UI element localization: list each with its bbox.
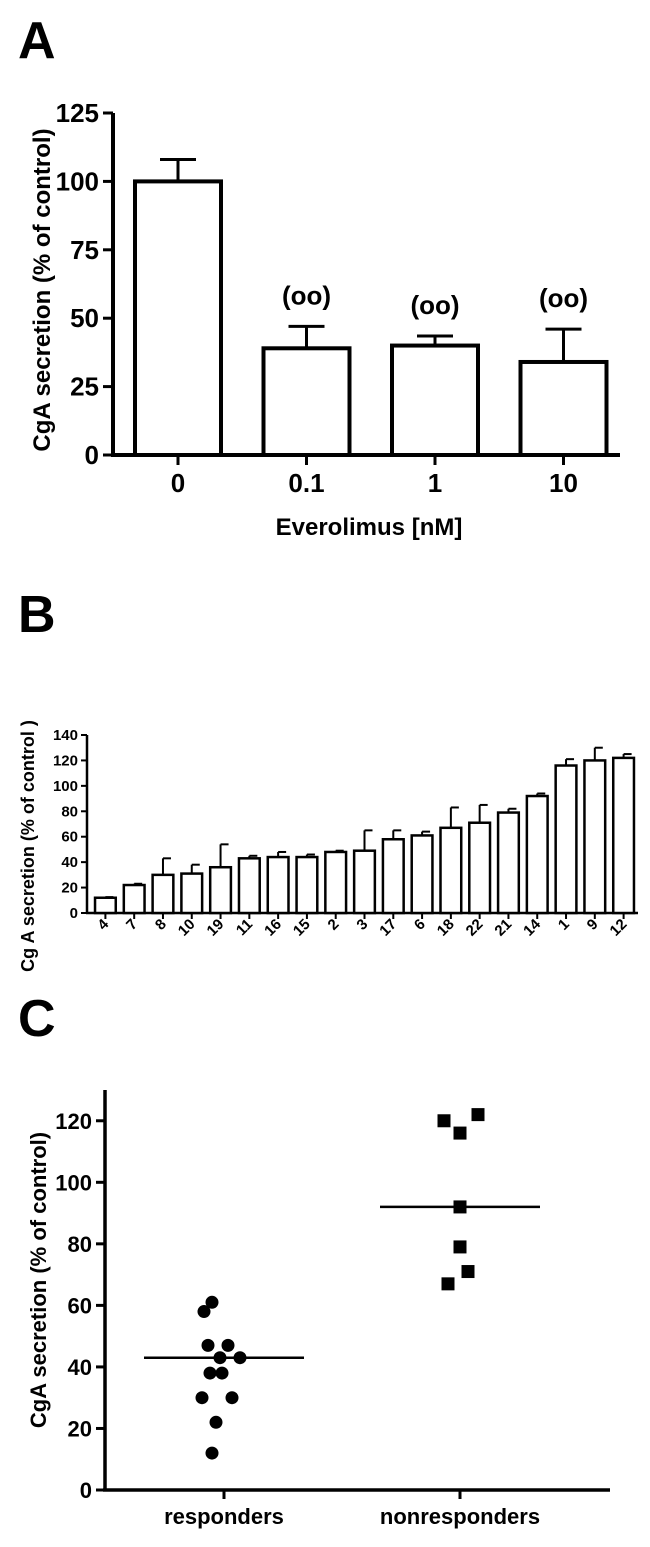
y-tick-label: 80 — [61, 803, 78, 820]
y-tick-label: 0 — [70, 905, 78, 922]
bar — [496, 811, 521, 915]
data-point — [205, 1446, 219, 1460]
panel-c-ylabel: CgA secretion (% of control) — [26, 1132, 51, 1428]
x-tick-label: 18 — [434, 916, 458, 940]
data-point — [453, 1126, 467, 1140]
x-tick-label: 7 — [123, 916, 141, 934]
y-tick-label: 120 — [55, 1109, 92, 1134]
data-point — [215, 1366, 229, 1380]
bar — [261, 346, 352, 457]
bar — [266, 855, 290, 915]
panel-b-letter: B — [18, 586, 56, 644]
y-tick-label: 60 — [68, 1293, 92, 1318]
panel-c-plot: 0 20 40 60 80 100 120 responders nonresponders — [55, 1090, 610, 1529]
data-point — [441, 1277, 455, 1291]
x-tick-label: 12 — [607, 916, 631, 940]
data-point — [471, 1108, 485, 1122]
y-tick-label: 0 — [85, 440, 99, 470]
bar — [583, 759, 607, 915]
x-tick-label: 19 — [204, 916, 228, 940]
bar — [237, 857, 261, 915]
x-tick-label: responders — [164, 1504, 284, 1529]
data-point — [461, 1265, 475, 1279]
x-tick-label: 2 — [325, 916, 343, 934]
data-point — [221, 1338, 235, 1352]
bar — [518, 359, 609, 458]
x-tick-label: 1 — [555, 916, 573, 934]
bar — [390, 343, 480, 457]
y-tick-label: 60 — [61, 829, 78, 846]
data-point — [209, 1415, 223, 1429]
x-tick-label: 10 — [175, 916, 199, 940]
bar — [180, 872, 204, 915]
x-tick-label: 0 — [171, 468, 185, 498]
data-point — [437, 1114, 451, 1128]
x-tick-label: 4 — [94, 915, 112, 933]
panel-a-xlabel: Everolimus [nM] — [276, 514, 463, 541]
x-tick-label: 3 — [353, 916, 371, 934]
bar — [324, 850, 348, 915]
x-tick-label: 14 — [520, 915, 544, 939]
bar — [525, 794, 549, 915]
data-point — [195, 1391, 209, 1405]
x-tick-label: 11 — [233, 916, 256, 939]
y-tick-label: 100 — [53, 778, 78, 795]
bar — [208, 865, 233, 915]
panel-c-letter: C — [18, 990, 56, 1048]
y-tick-label: 75 — [70, 235, 99, 265]
x-tick-label: 8 — [152, 916, 170, 934]
bar — [122, 883, 146, 915]
x-tick-label: 6 — [411, 916, 429, 934]
significance-annotation: (oo) — [410, 290, 459, 320]
bar — [439, 826, 463, 915]
x-tick-label: 22 — [463, 916, 487, 940]
y-tick-label: 50 — [70, 303, 99, 333]
bar — [410, 834, 434, 915]
x-tick-label: 9 — [584, 916, 602, 934]
y-tick-label: 40 — [61, 854, 78, 871]
y-tick-label: 100 — [55, 1170, 92, 1195]
bar — [554, 764, 578, 915]
data-point — [453, 1240, 467, 1254]
x-tick-label: 1 — [428, 468, 442, 498]
x-tick-label: 15 — [290, 916, 314, 940]
y-tick-label: 125 — [56, 98, 99, 128]
y-tick-label: 0 — [80, 1478, 92, 1503]
y-tick-label: 120 — [53, 752, 78, 769]
data-point — [203, 1366, 217, 1380]
bar — [381, 838, 405, 915]
significance-annotation: (oo) — [282, 280, 331, 310]
x-tick-label: 10 — [549, 468, 578, 498]
data-point — [205, 1295, 219, 1309]
bar — [611, 756, 636, 915]
data-point — [201, 1338, 215, 1352]
bar — [133, 179, 223, 457]
data-point — [225, 1391, 239, 1405]
y-tick-label: 20 — [61, 880, 78, 897]
y-tick-label: 25 — [70, 372, 99, 402]
bar — [352, 849, 377, 915]
x-tick-label: nonresponders — [380, 1504, 540, 1529]
y-tick-label: 40 — [68, 1355, 92, 1380]
panel-b-ylabel: Cg A secretion (% of control ) — [18, 720, 38, 972]
panel-a-ylabel: CgA secretion (% of control) — [29, 128, 56, 451]
bar — [151, 873, 175, 915]
x-tick-label: 21 — [491, 916, 515, 940]
x-tick-label: 0.1 — [288, 468, 324, 498]
x-tick-label: 17 — [376, 916, 400, 940]
y-tick-label: 140 — [53, 727, 78, 744]
panel-a-letter: A — [18, 12, 56, 70]
panel-a-plot: 0 25 50 75 100 125 0 0.1 (oo) 1 (oo) 10 (oo) — [56, 98, 620, 498]
y-tick-label: 100 — [56, 166, 99, 196]
significance-annotation: (oo) — [539, 283, 588, 313]
bar — [93, 896, 118, 915]
bar — [468, 821, 492, 915]
x-tick-label: 16 — [261, 916, 285, 940]
y-tick-label: 20 — [68, 1416, 92, 1441]
bar — [295, 855, 319, 915]
y-tick-label: 80 — [68, 1232, 92, 1257]
data-point — [197, 1305, 211, 1319]
